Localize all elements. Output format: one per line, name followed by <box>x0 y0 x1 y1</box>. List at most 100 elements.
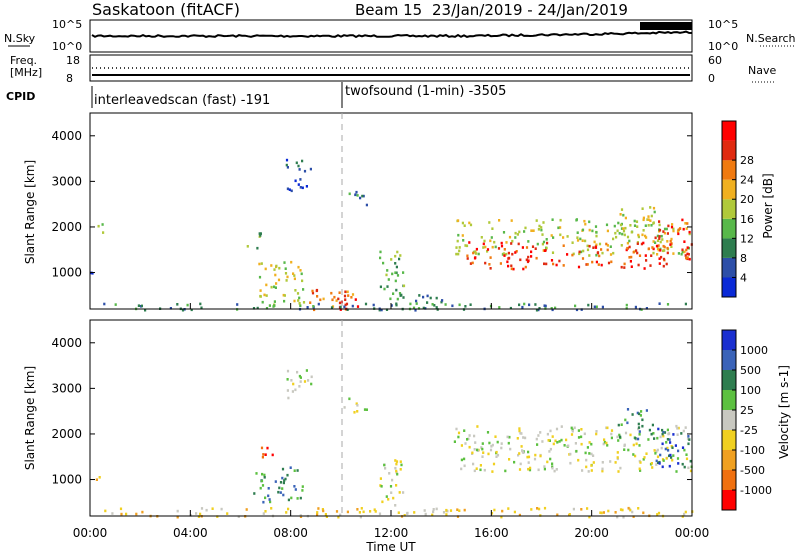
range-cell <box>472 462 475 466</box>
range-cell <box>522 267 525 271</box>
range-cell <box>629 224 632 227</box>
range-cell <box>601 469 604 473</box>
range-cell <box>423 509 426 512</box>
range-cell <box>435 507 438 511</box>
range-cell <box>469 223 473 227</box>
range-cell <box>200 306 203 310</box>
range-cell <box>263 293 266 297</box>
range-cell <box>638 430 641 433</box>
range-cell <box>557 226 560 230</box>
range-cell <box>262 512 265 515</box>
range-cell <box>595 253 598 257</box>
range-cell <box>571 428 574 432</box>
range-cell <box>299 376 302 379</box>
range-cell <box>383 287 386 291</box>
range-cell <box>641 418 644 422</box>
range-cell <box>431 303 434 306</box>
range-cell <box>645 452 648 455</box>
range-cell <box>524 226 527 230</box>
range-cell <box>468 221 471 225</box>
range-cell <box>634 305 637 309</box>
range-cell <box>628 239 631 243</box>
range-cell <box>295 161 298 165</box>
range-cell <box>630 265 633 268</box>
range-cell <box>551 435 554 438</box>
range-cell <box>601 461 604 464</box>
range-cell <box>282 293 285 297</box>
range-cell <box>510 264 513 268</box>
range-cell <box>612 237 615 241</box>
range-cell <box>525 246 529 249</box>
range-cell <box>537 468 540 472</box>
range-cell <box>554 439 557 443</box>
range-cell <box>651 246 654 249</box>
range-cell <box>623 266 626 269</box>
range-cell <box>550 234 553 237</box>
range-cell <box>387 498 390 501</box>
range-cell <box>283 261 286 264</box>
range-cell <box>642 458 645 461</box>
range-cell <box>518 427 521 430</box>
range-cell <box>501 509 504 513</box>
range-cell <box>577 458 580 462</box>
range-cell <box>402 284 406 288</box>
range-cell <box>518 513 521 517</box>
range-cell <box>546 241 549 245</box>
range-cell <box>617 470 620 473</box>
range-cell <box>682 227 685 231</box>
range-cell <box>644 234 647 238</box>
range-cell <box>395 469 398 473</box>
range-cell <box>543 467 546 471</box>
range-cell <box>324 513 327 516</box>
range-cell <box>652 251 655 255</box>
range-cell <box>398 292 402 295</box>
colorbar-swatch <box>722 218 736 239</box>
velocity-ylabel: Slant Range [km] <box>23 366 37 470</box>
range-cell <box>479 468 482 472</box>
range-cell <box>409 302 412 306</box>
range-cell <box>541 440 544 443</box>
range-cell <box>588 220 591 224</box>
range-cell <box>590 469 593 472</box>
range-cell <box>176 509 179 513</box>
range-cell <box>642 511 645 515</box>
range-cell <box>356 508 359 511</box>
range-cell <box>256 246 259 250</box>
colorbar-swatch <box>722 179 736 200</box>
range-cell <box>399 460 402 463</box>
range-cell <box>626 241 629 245</box>
range-cell <box>574 442 577 445</box>
velocity-colorbar-label: Velocity [m s-1] <box>777 365 791 459</box>
range-cell <box>688 257 691 261</box>
range-cell <box>579 237 582 241</box>
colorbar-swatch <box>722 490 736 510</box>
x-tick-label: 16:00 <box>474 526 509 540</box>
range-cell <box>515 250 518 253</box>
range-cell <box>386 285 389 288</box>
range-cell <box>546 460 549 464</box>
power-cells <box>90 158 693 312</box>
range-cell <box>541 233 544 236</box>
range-cell <box>301 279 304 283</box>
range-cell <box>680 432 683 435</box>
range-cell <box>252 307 256 310</box>
range-cell <box>491 470 494 473</box>
range-cell <box>301 159 304 163</box>
range-cell <box>286 369 290 373</box>
range-cell <box>666 438 669 441</box>
sky-spike-block <box>640 22 692 30</box>
range-cell <box>480 446 483 449</box>
x-axis-ticks: 00:00 04:00 08:00 12:00 16:00 20:00 00:00 <box>73 303 709 540</box>
range-cell <box>632 515 635 518</box>
range-cell <box>577 265 581 269</box>
range-cell <box>435 296 438 300</box>
range-cell <box>688 230 691 234</box>
range-cell <box>566 235 569 238</box>
range-cell <box>587 303 590 307</box>
range-cell <box>358 511 361 514</box>
range-cell <box>477 252 480 256</box>
range-cell <box>339 513 342 517</box>
range-cell <box>384 467 387 470</box>
range-cell <box>388 472 391 475</box>
range-cell <box>261 472 264 476</box>
